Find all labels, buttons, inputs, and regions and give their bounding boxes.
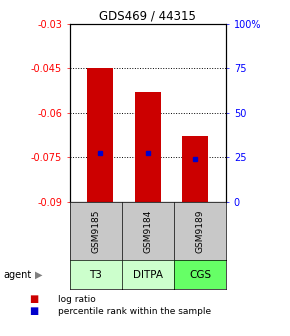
Text: ■: ■ (29, 306, 38, 317)
Text: log ratio: log ratio (58, 295, 96, 303)
Text: DITPA: DITPA (133, 270, 163, 280)
Text: T3: T3 (89, 270, 102, 280)
Text: CGS: CGS (189, 270, 211, 280)
Bar (87, 68, 113, 202)
Bar (135, 92, 161, 202)
Text: percentile rank within the sample: percentile rank within the sample (58, 307, 211, 316)
Bar (182, 136, 209, 202)
Text: ■: ■ (29, 294, 38, 304)
Title: GDS469 / 44315: GDS469 / 44315 (99, 9, 196, 23)
Text: agent: agent (3, 270, 31, 280)
Text: GSM9185: GSM9185 (91, 209, 100, 253)
Text: GSM9184: GSM9184 (143, 209, 153, 253)
Text: GSM9189: GSM9189 (195, 209, 205, 253)
Text: ▶: ▶ (35, 270, 43, 280)
